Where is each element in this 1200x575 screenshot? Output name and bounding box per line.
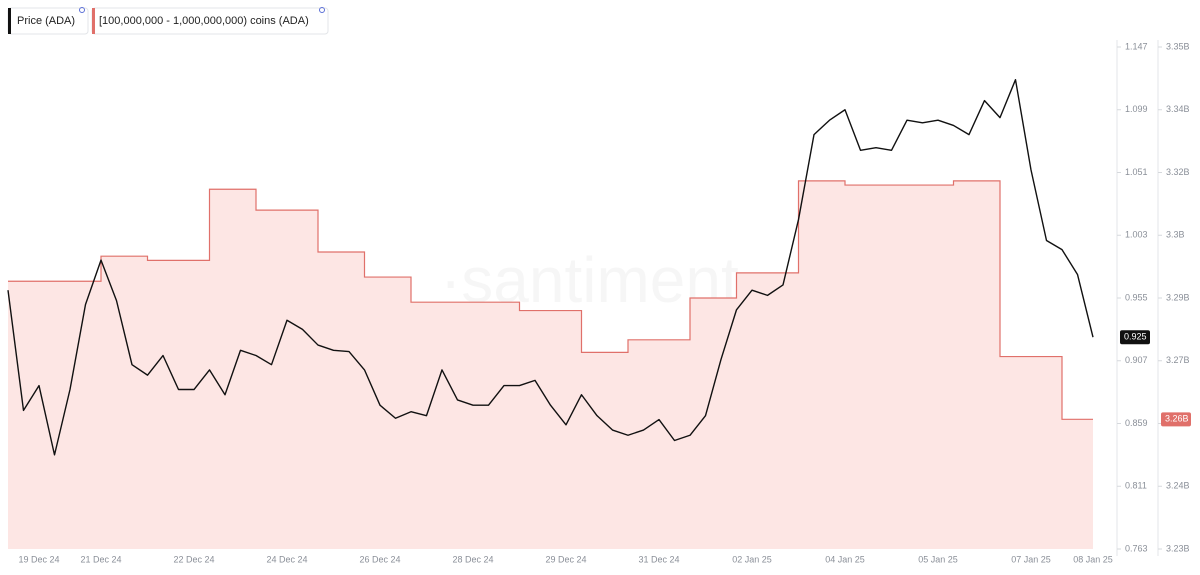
legend-label: Price (ADA) [17, 15, 75, 27]
area [8, 180, 1093, 549]
y2-tick-label: 3.29B [1166, 292, 1190, 302]
legend-swatch [8, 8, 11, 34]
legend-label: [100,000,000 - 1,000,000,000) coins (ADA… [99, 15, 309, 27]
y-tick-label: 0.955 [1125, 292, 1148, 302]
x-tick-label: 07 Jan 25 [1011, 554, 1051, 564]
legend-swatch [92, 8, 95, 34]
x-tick-label: 04 Jan 25 [825, 554, 865, 564]
x-tick-label: 19 Dec 24 [18, 554, 59, 564]
x-tick-label: 24 Dec 24 [266, 554, 307, 564]
y-tick-label: 1.099 [1125, 104, 1148, 114]
value-badge [1120, 330, 1150, 345]
y-tick-label: 1.051 [1125, 167, 1148, 177]
step-line [8, 180, 1093, 420]
y2-tick-label: 3.23B [1166, 543, 1190, 553]
legend: Price (ADA) [100,000,000 - 1,000,000,000… [7, 7, 329, 35]
y-tick-label: 0.811 [1125, 481, 1147, 491]
x-tick-label: 29 Dec 24 [545, 554, 586, 564]
y-tick-label: 1.003 [1125, 230, 1148, 240]
y2-tick-label: 3.27B [1166, 355, 1190, 365]
y-tick-label: 0.907 [1125, 355, 1148, 365]
settings-icon[interactable] [319, 7, 325, 13]
y2-tick-label: 3.24B [1166, 481, 1190, 491]
y-tick-label: 0.859 [1125, 418, 1148, 428]
value-badge-label: 0.925 [1124, 332, 1147, 342]
x-tick-label: 08 Jan 25 [1073, 554, 1113, 564]
y2-tick-label: 3.35B [1166, 41, 1190, 51]
x-tick-label: 28 Dec 24 [452, 554, 493, 564]
y-tick-label: 1.147 [1125, 41, 1148, 51]
x-tick-label: 31 Dec 24 [638, 554, 679, 564]
value-badge [1161, 412, 1191, 427]
y2-tick-label: 3.3B [1166, 230, 1185, 240]
x-tick-label: 02 Jan 25 [732, 554, 772, 564]
y2-tick-label: 3.34B [1166, 104, 1190, 114]
x-tick-label: 21 Dec 24 [80, 554, 121, 564]
x-tick-label: 22 Dec 24 [173, 554, 214, 564]
y-tick-label: 0.763 [1125, 543, 1148, 553]
settings-icon[interactable] [79, 7, 85, 13]
y2-tick-label: 3.32B [1166, 167, 1190, 177]
price-line [7, 78, 1094, 456]
value-badge-label: 3.26B [1165, 414, 1189, 424]
x-tick-label: 26 Dec 24 [359, 554, 400, 564]
x-tick-label: 05 Jan 25 [918, 554, 958, 564]
